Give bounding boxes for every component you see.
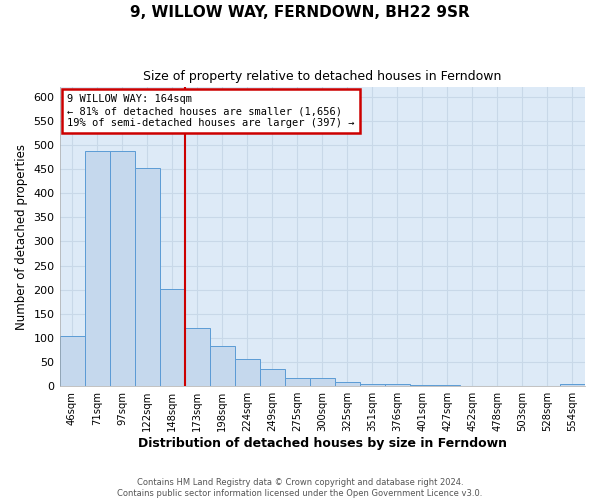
Bar (410, 385, 435, 386)
Bar (385, 384, 410, 386)
Bar (335, 382, 360, 386)
Bar (560, 384, 585, 386)
Bar (260, 370, 285, 386)
Bar (134, 168, 160, 386)
Bar (85, 150, 110, 386)
Bar (185, 328, 209, 386)
Bar (59, 336, 85, 386)
Bar (209, 346, 235, 386)
Title: Size of property relative to detached houses in Ferndown: Size of property relative to detached ho… (143, 70, 502, 83)
Bar (310, 378, 335, 386)
Text: Contains HM Land Registry data © Crown copyright and database right 2024.
Contai: Contains HM Land Registry data © Crown c… (118, 478, 482, 498)
Bar (160, 288, 185, 386)
Bar (435, 385, 460, 386)
Y-axis label: Number of detached properties: Number of detached properties (15, 144, 28, 330)
Bar (285, 378, 310, 386)
Text: 9, WILLOW WAY, FERNDOWN, BH22 9SR: 9, WILLOW WAY, FERNDOWN, BH22 9SR (130, 5, 470, 20)
Bar (360, 384, 385, 386)
X-axis label: Distribution of detached houses by size in Ferndown: Distribution of detached houses by size … (138, 437, 507, 450)
Text: 9 WILLOW WAY: 164sqm
← 81% of detached houses are smaller (1,656)
19% of semi-de: 9 WILLOW WAY: 164sqm ← 81% of detached h… (67, 94, 355, 128)
Bar (110, 150, 134, 386)
Bar (235, 358, 260, 386)
